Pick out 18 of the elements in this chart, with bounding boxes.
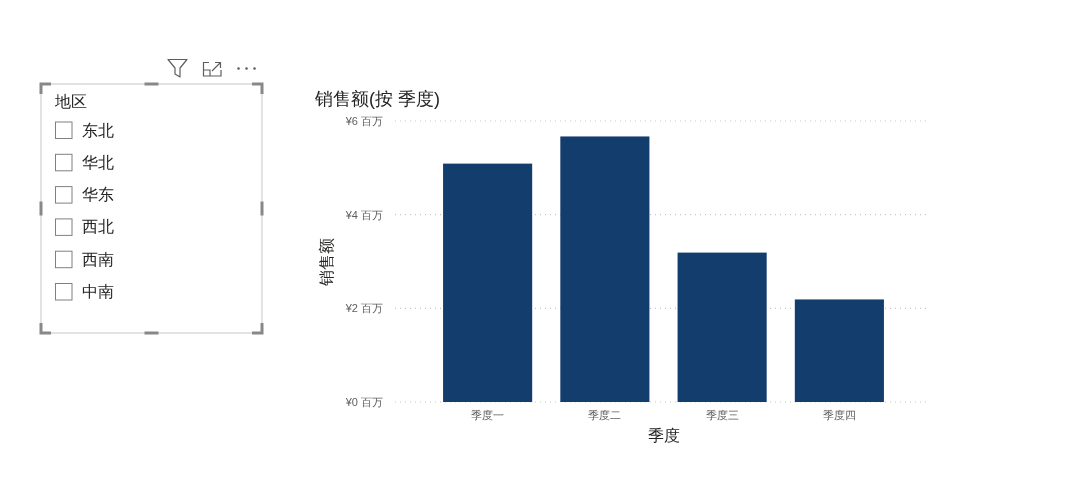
x-tick-label: 季度一: [471, 409, 505, 421]
slicer-item: 西北: [82, 218, 114, 236]
slicer-item: 华北: [82, 153, 114, 171]
y-axis-title: 销售额: [317, 237, 335, 286]
slicer-item: 华东: [82, 186, 114, 204]
x-tick-label: 季度二: [588, 409, 622, 421]
x-axis-title: 季度: [647, 427, 680, 444]
slicer-item: 东北: [82, 121, 114, 139]
slicer-item: 西南: [82, 250, 114, 268]
x-tick-label: 季度三: [705, 409, 739, 421]
chart-title: 销售额(按 季度): [315, 89, 440, 109]
slicer-item: 中南: [82, 283, 114, 300]
y-tick-label: ¥6 百万: [345, 115, 383, 127]
y-tick-label: ¥4 百万: [345, 208, 383, 221]
y-tick-label: ¥0 百万: [345, 396, 383, 408]
slicer-title: 地区: [55, 93, 87, 110]
y-tick-label: ¥2 百万: [345, 302, 383, 315]
x-tick-label: 季度四: [822, 409, 856, 421]
